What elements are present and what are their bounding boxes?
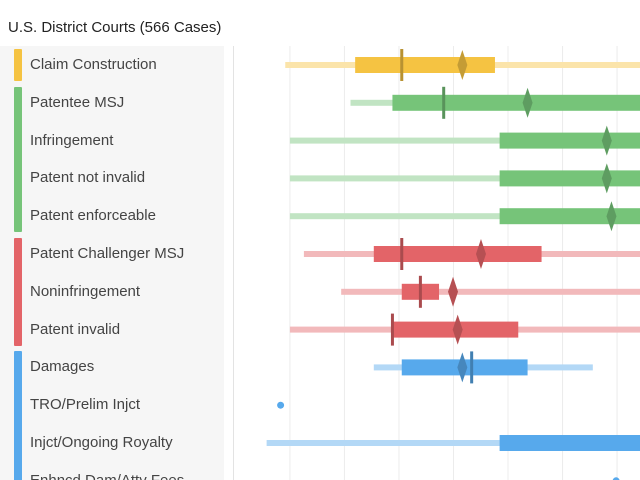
row-label: Enhncd Dam/Atty Fees	[0, 462, 224, 480]
row-label-text: Claim Construction	[30, 56, 157, 73]
iqr-bar	[392, 94, 640, 111]
row-label: Claim Construction	[0, 46, 224, 84]
row-label-text: Patent enforceable	[30, 207, 156, 225]
mean-diamond	[606, 201, 617, 232]
iqr-bar	[499, 132, 640, 149]
iqr-bar	[499, 435, 640, 451]
range-bar	[289, 137, 640, 144]
chart-title: U.S. District Courts (566 Cases)	[8, 19, 222, 36]
plot-divider	[233, 46, 234, 480]
mean-diamond	[601, 125, 612, 156]
mean-diamond	[452, 314, 463, 345]
row-label: Noninfringement	[0, 273, 224, 311]
row-label-text: Patent Challenger MSJ	[30, 245, 185, 262]
iqr-bar	[499, 208, 640, 225]
iqr-bar	[499, 170, 640, 187]
row-label: Injct/Ongoing Royalty	[0, 424, 224, 462]
row-label-text: Infringement	[30, 131, 114, 149]
row-label: Patent enforceable	[0, 197, 224, 235]
range-bar	[289, 213, 640, 220]
row-label-text: Injct/Ongoing Royalty	[30, 434, 173, 451]
row-label-text: TRO/Prelim Injct	[30, 396, 141, 414]
row-label-text: Patentee MSJ	[30, 93, 125, 111]
median-tick	[390, 313, 394, 346]
iqr-bar	[373, 246, 542, 262]
group-color-bar	[14, 351, 22, 480]
median-tick	[470, 351, 474, 384]
row-label: Patentee MSJ	[0, 84, 224, 122]
row-label-text: Noninfringement	[30, 282, 141, 300]
row-label: Patent not invalid	[0, 159, 224, 197]
mean-diamond	[601, 163, 612, 194]
row-label: Infringement	[0, 122, 224, 160]
group-color-bar	[14, 49, 22, 81]
row-label-text: Damages	[30, 358, 95, 376]
range-bar	[266, 440, 640, 446]
group-color-bar	[14, 238, 22, 346]
row-label: Patent invalid	[0, 311, 224, 349]
mean-diamond	[522, 87, 533, 118]
row-label-text: Patent invalid	[30, 320, 121, 338]
group-color-bar	[14, 86, 22, 233]
range-bar	[341, 288, 640, 295]
data-point	[612, 477, 620, 480]
row-label-text: Patent not invalid	[30, 169, 146, 187]
mean-diamond	[457, 352, 468, 383]
median-tick	[418, 275, 422, 308]
range-bar	[289, 175, 640, 182]
mean-diamond	[448, 276, 459, 307]
mean-diamond	[475, 239, 486, 269]
row-label: Damages	[0, 348, 224, 386]
mean-diamond	[457, 50, 468, 80]
median-tick	[442, 86, 446, 119]
median-tick	[400, 238, 404, 270]
row-label: TRO/Prelim Injct	[0, 386, 224, 424]
median-tick	[400, 49, 404, 81]
row-label-text: Enhncd Dam/Atty Fees	[30, 472, 184, 480]
row-label-panel: Claim Construction Patentee MSJ Infringeme…	[0, 46, 224, 480]
iqr-bar	[355, 57, 495, 73]
data-point	[277, 401, 285, 409]
row-label: Patent Challenger MSJ	[0, 235, 224, 273]
